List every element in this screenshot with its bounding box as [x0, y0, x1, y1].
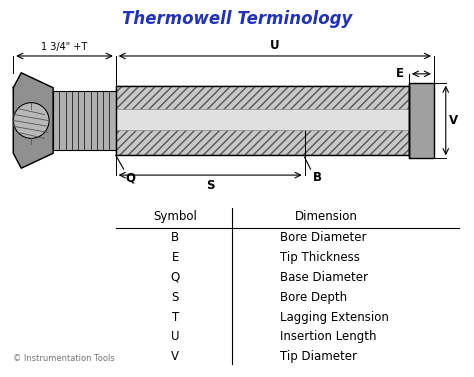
Text: Tip Diameter: Tip Diameter	[280, 350, 357, 363]
Bar	[116, 121, 409, 155]
Text: 1 3/4" +T: 1 3/4" +T	[41, 42, 88, 52]
Text: E: E	[396, 67, 404, 80]
Bar	[116, 86, 409, 121]
Bar	[53, 91, 116, 150]
Text: Lagging Extension: Lagging Extension	[280, 311, 389, 323]
Text: U: U	[171, 330, 180, 343]
Bar	[116, 86, 409, 121]
Bar	[116, 121, 409, 155]
Text: Base Diameter: Base Diameter	[280, 271, 368, 284]
Text: Dimension: Dimension	[295, 210, 357, 223]
Bar	[409, 83, 434, 158]
Text: Thermowell Terminology: Thermowell Terminology	[122, 10, 352, 28]
Text: T: T	[172, 311, 179, 323]
Text: Insertion Length: Insertion Length	[280, 330, 376, 343]
Text: B: B	[312, 171, 321, 184]
Text: E: E	[172, 251, 179, 264]
Text: V: V	[172, 350, 179, 363]
Text: Symbol: Symbol	[154, 210, 197, 223]
Text: S: S	[172, 291, 179, 304]
Text: © Instrumentation Tools: © Instrumentation Tools	[13, 354, 115, 363]
Text: V: V	[449, 114, 458, 127]
Text: Bore Diameter: Bore Diameter	[280, 231, 366, 244]
Text: Q: Q	[171, 271, 180, 284]
Text: B: B	[171, 231, 180, 244]
Text: Q: Q	[126, 171, 136, 184]
Text: Bore Depth: Bore Depth	[280, 291, 347, 304]
Circle shape	[13, 103, 49, 138]
Text: S: S	[206, 179, 214, 192]
Polygon shape	[13, 73, 53, 168]
Bar	[116, 109, 409, 130]
Bar	[116, 86, 409, 155]
Text: U: U	[270, 39, 280, 52]
Text: Tip Thickness: Tip Thickness	[280, 251, 360, 264]
